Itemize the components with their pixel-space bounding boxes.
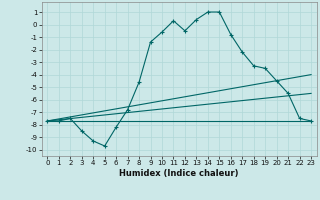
X-axis label: Humidex (Indice chaleur): Humidex (Indice chaleur) <box>119 169 239 178</box>
